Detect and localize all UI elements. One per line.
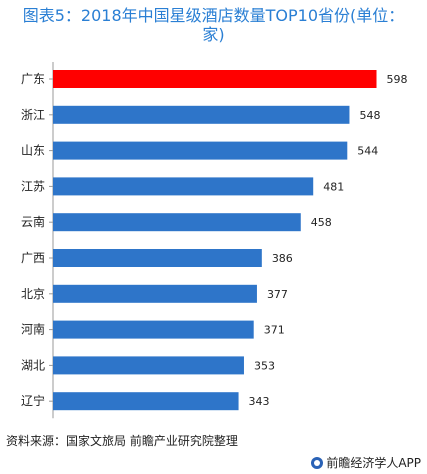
bar-江苏 [53,177,314,196]
source-note: 资料来源：国家文旅局 前瞻产业研究院整理 [6,434,238,448]
bar-云南 [53,213,301,232]
brand-logo-icon [311,456,324,469]
bar-辽宁 [53,392,239,411]
bar-山东 [53,141,348,160]
value-label: 343 [249,395,270,408]
bar-广西 [53,249,262,267]
value-label: 353 [254,359,275,372]
category-label: 山东 [21,144,45,158]
value-label: 371 [264,324,285,337]
chart-title-line-1: 图表5：2018年中国星级酒店数量TOP10省份(单位： [22,6,405,25]
category-label: 江苏 [21,179,45,193]
value-label: 548 [359,109,380,122]
bar-北京 [53,284,257,303]
value-label: 458 [311,216,332,229]
category-label: 广东 [21,72,45,86]
chart-title-line-2: 家) [202,25,225,44]
value-label: 544 [357,145,378,158]
bar-广东 [53,70,377,88]
category-label: 浙江 [21,108,45,122]
bar-浙江 [53,105,350,124]
category-label: 北京 [21,287,45,301]
category-label: 云南 [21,214,45,229]
value-label: 377 [267,288,288,301]
category-label: 河南 [21,322,45,337]
value-label: 386 [272,252,293,265]
bar-河南 [53,320,254,339]
bar-湖北 [53,356,244,375]
value-label: 598 [387,73,408,86]
category-label: 湖北 [21,357,45,372]
chart-title: 图表5：2018年中国星级酒店数量TOP10省份(单位： 家) [0,6,427,44]
value-label: 481 [323,180,344,193]
category-label: 广西 [21,251,45,265]
brand-logo: 前瞻经济学人APP [311,454,421,471]
brand-name: 前瞻经济学人APP [326,456,421,470]
category-label: 辽宁 [21,393,45,408]
